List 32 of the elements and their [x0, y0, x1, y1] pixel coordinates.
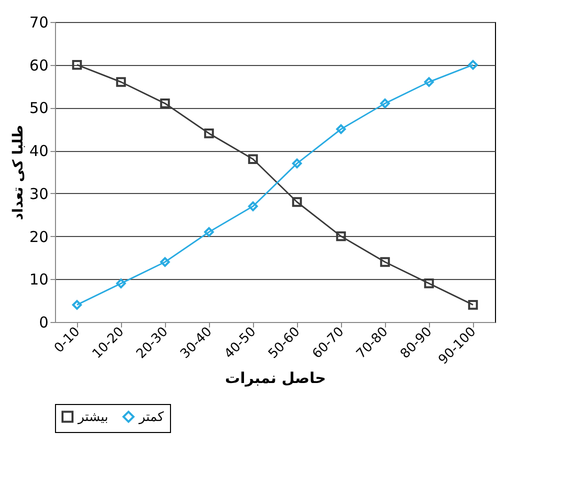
point: [336, 124, 346, 134]
point: [160, 98, 170, 108]
y-tick-label: 60: [29, 56, 48, 74]
point: [336, 231, 346, 242]
y-tick-label: 30: [29, 184, 48, 203]
y-tick-label: 20: [29, 228, 48, 246]
point: [380, 98, 390, 108]
y-tick-label: 10: [29, 270, 48, 289]
point: [204, 227, 214, 237]
point: [468, 300, 478, 310]
point: [72, 60, 82, 70]
point: [160, 257, 170, 267]
point: [380, 257, 390, 267]
y-tick-label: 0: [38, 314, 48, 332]
point: [424, 77, 434, 87]
point: [204, 128, 214, 138]
y-tick-label: 40: [29, 142, 48, 160]
y-tick-label: 50: [29, 99, 48, 118]
point: [424, 278, 434, 288]
legend-label: بیشتر: [77, 410, 108, 425]
point: [116, 77, 126, 87]
point: [116, 278, 126, 288]
x-axis-title: حاصل نمبرات: [225, 369, 326, 388]
point: [292, 158, 302, 168]
point: [72, 300, 82, 310]
legend-label: کمتر: [138, 410, 165, 425]
y-axis-title: طلبا کی تعداد: [10, 124, 26, 220]
point: [468, 60, 478, 70]
y-tick-label: 70: [29, 14, 48, 32]
point: [248, 154, 258, 164]
point: [248, 201, 258, 212]
point: [292, 197, 302, 207]
